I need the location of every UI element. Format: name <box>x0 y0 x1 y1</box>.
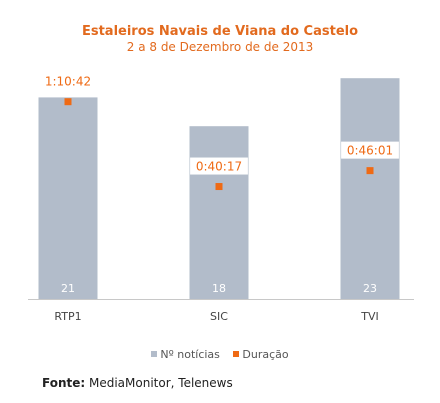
chart-subtitle: 2 a 8 de Dezembro de de 2013 <box>126 40 314 54</box>
legend-label-duracao: Duração <box>242 348 289 361</box>
source-label: Fonte: <box>42 376 86 390</box>
bar-sic <box>189 126 249 299</box>
bar-value-label-tvi: 23 <box>363 282 377 295</box>
plot-area: 21 RTP1 1:10:42 18 SIC 0:40:17 23 TVI 0:46:01 <box>28 72 414 323</box>
legend-swatch-noticias <box>151 351 158 357</box>
chart-title: Estaleiros Navais de Viana do Castelo <box>81 24 359 39</box>
bar-tvi <box>340 78 400 299</box>
legend-item-duracao: Duração <box>233 348 289 361</box>
duration-label-box-sic <box>190 157 248 175</box>
duration-label-tvi: 0:46:01 <box>347 144 393 158</box>
duration-label-rtp1: 1:10:42 <box>45 75 91 89</box>
legend: Nº notícias Duração <box>0 348 440 361</box>
duration-point-tvi <box>366 167 374 175</box>
legend-item-noticias: Nº notícias <box>151 348 220 361</box>
bar-value-label-rtp1: 21 <box>61 282 75 295</box>
duration-label-sic: 0:40:17 <box>196 160 242 174</box>
x-tick-label-rtp1: RTP1 <box>54 310 81 323</box>
x-tick-label-tvi: TVI <box>360 310 379 323</box>
legend-swatch-duracao <box>233 351 240 357</box>
source-note: Fonte: MediaMonitor, Telenews <box>42 376 233 390</box>
bar-value-label-sic: 18 <box>212 282 226 295</box>
source-text: MediaMonitor, Telenews <box>85 376 233 390</box>
bar-rtp1 <box>38 97 98 300</box>
duration-point-rtp1 <box>64 98 72 106</box>
duration-label-box-tvi <box>341 141 399 159</box>
duration-point-sic <box>215 183 223 191</box>
legend-label-noticias: Nº notícias <box>160 348 220 361</box>
duration-label-box-rtp1 <box>39 72 97 90</box>
x-tick-label-sic: SIC <box>210 310 228 323</box>
